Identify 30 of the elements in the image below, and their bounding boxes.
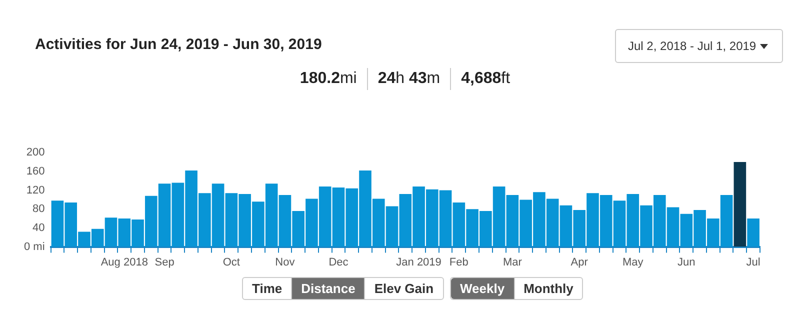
text: Weekly: [451, 278, 514, 299]
x-tick-label: May: [622, 256, 644, 268]
y-tick-label: 120: [26, 184, 45, 196]
text: Monthly: [514, 278, 582, 299]
x-tick-label: Feb: [449, 256, 468, 268]
x-tick-label: Nov: [275, 256, 296, 268]
bar: [734, 162, 746, 247]
y-tick-label: 80: [32, 203, 45, 216]
x-tick-label: Dec: [328, 256, 349, 268]
y-tick-label: 200: [26, 146, 45, 159]
x-tick-label: Jun: [678, 256, 696, 268]
x-tick-label: Mar: [502, 256, 522, 268]
y-tick-label: 160: [26, 165, 45, 178]
x-tick-label: Sep: [154, 256, 174, 268]
x-tick-label: Jul: [746, 256, 760, 268]
text: 24h 43m: [378, 70, 440, 87]
text: 180.2mi: [300, 70, 357, 87]
x-tick-label: Apr: [570, 256, 588, 268]
x-tick-label: Jan 2019: [396, 256, 442, 268]
text: Distance: [291, 278, 364, 299]
y-tick-label: 0 mi: [24, 240, 45, 253]
y-tick-label: 40: [32, 222, 45, 234]
text: Elev Gain: [364, 278, 443, 299]
text: Time: [243, 278, 292, 299]
x-tick-label: Oct: [222, 256, 240, 268]
text: 4,688ft: [461, 70, 510, 87]
bar: [747, 218, 760, 247]
text: Jul 2, 2018 - Jul 1, 2019: [628, 39, 756, 53]
chart-title: Activities for Jun 24, 2019 - Jun 30, 2019: [35, 36, 322, 53]
x-tick-label: Aug 2018: [100, 256, 148, 268]
